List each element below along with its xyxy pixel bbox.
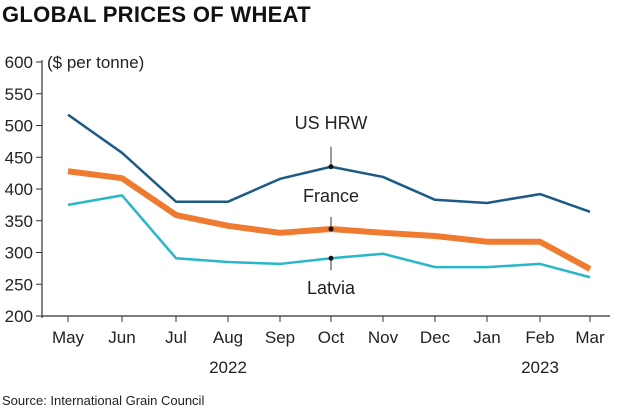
y-tick-label: 550: [5, 85, 33, 104]
x-tick-label: Sep: [265, 328, 295, 347]
source-note: Source: International Grain Council: [2, 393, 205, 408]
annotation-dot: [328, 164, 334, 170]
year-label: 2023: [521, 358, 559, 377]
series-label: France: [303, 186, 359, 206]
x-tick-label: Mar: [575, 328, 605, 347]
year-label: 2022: [209, 358, 247, 377]
y-tick-label: 250: [5, 275, 33, 294]
series-line-latvia: [67, 194, 591, 279]
annotation-dot: [328, 226, 334, 232]
x-tick-label: Jun: [108, 328, 135, 347]
x-tick-label: Jan: [473, 328, 500, 347]
y-tick-label: 450: [5, 148, 33, 167]
y-tick-label: 200: [5, 307, 33, 326]
x-tick-label: May: [52, 328, 85, 347]
series-label: US HRW: [295, 113, 368, 133]
annotation-dot: [328, 255, 334, 261]
chart-title: GLOBAL PRICES OF WHEAT: [2, 2, 311, 27]
x-tick-label: Dec: [420, 328, 451, 347]
y-axis-label: ($ per tonne): [47, 53, 144, 72]
x-tick-label: Nov: [368, 328, 399, 347]
series-label: Latvia: [307, 278, 356, 298]
y-tick-label: 600: [5, 53, 33, 72]
y-tick-label: 400: [5, 180, 33, 199]
x-tick-label: Jul: [165, 328, 187, 347]
x-tick-label: Aug: [213, 328, 243, 347]
y-tick-label: 500: [5, 117, 33, 136]
y-tick-label: 300: [5, 244, 33, 263]
x-tick-label: Oct: [318, 328, 345, 347]
x-tick-label: Feb: [525, 328, 554, 347]
y-tick-label: 350: [5, 212, 33, 231]
